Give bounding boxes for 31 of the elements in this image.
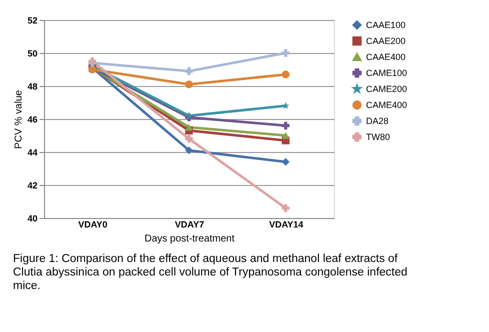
y-tick-label: 46: [27, 114, 38, 124]
legend-label: TW80: [366, 132, 390, 142]
point: [282, 158, 290, 166]
legend-label: CAAE100: [366, 20, 406, 30]
legend-label: CAAE200: [366, 36, 406, 46]
point: [185, 146, 193, 154]
point: [282, 70, 290, 78]
y-tick-label: 40: [27, 214, 38, 224]
point: [282, 122, 290, 130]
caption: Figure 1: Comparison of the effect of aqueous and methanol leaf extracts of Clutia abyssinica on packed cell volume of Trypanosoma congolense infected mice.: [12, 253, 408, 292]
point: [185, 67, 193, 76]
legend-label: CAME200: [366, 84, 408, 94]
point: [185, 134, 193, 143]
legend-label: DA28: [366, 116, 389, 126]
y-tick-label: 44: [27, 148, 38, 158]
point: [282, 204, 290, 212]
legend-label: CAME100: [366, 68, 408, 78]
point: [185, 80, 193, 88]
legend-label: CAME400: [366, 100, 408, 110]
y-tick-label: 48: [27, 82, 38, 92]
y-tick-label: 52: [27, 16, 38, 26]
x-tick-label: VDAY0: [78, 220, 108, 230]
x-axis-title: Days post-treatment: [144, 234, 235, 244]
x-tick-label: VDAY7: [174, 220, 204, 230]
x-tick-label: VDAY14: [269, 220, 304, 230]
y-tick-label: 42: [27, 180, 38, 190]
legend-label: CAAE400: [366, 52, 406, 62]
y-tick-label: 50: [27, 48, 38, 58]
y-axis-title: PCV % value: [13, 90, 24, 149]
point: [282, 49, 290, 57]
point: [282, 102, 290, 109]
